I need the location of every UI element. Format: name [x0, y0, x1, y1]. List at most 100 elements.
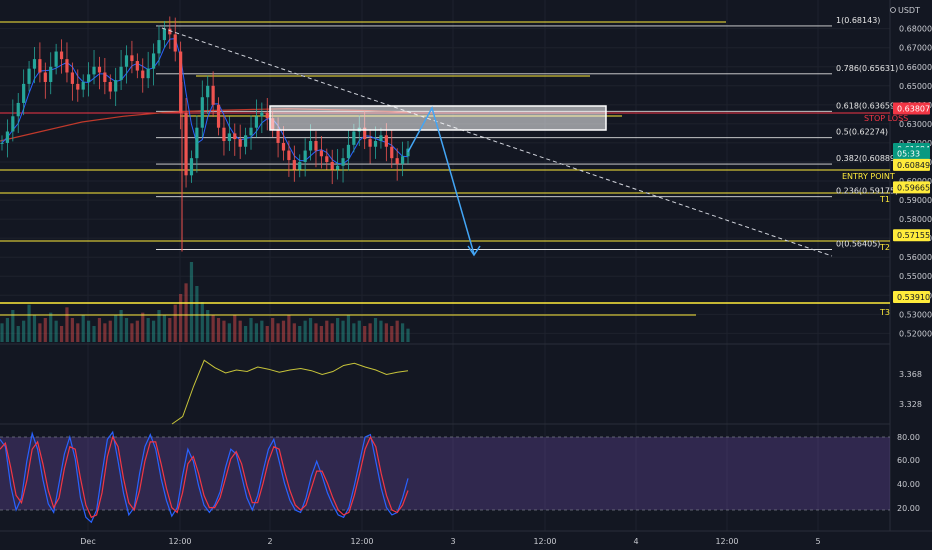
volume-bar	[54, 320, 58, 342]
volume-bar	[11, 310, 15, 342]
candle-body	[168, 28, 172, 35]
target-1-label: T1	[879, 195, 890, 204]
volume-bar	[135, 320, 139, 342]
volume-bar	[384, 323, 388, 342]
candle-body	[108, 81, 112, 92]
fib-label: 0(0.56405)	[836, 239, 880, 248]
price-tag-text: 05:33	[897, 149, 920, 158]
volume-bar	[124, 318, 129, 342]
volume-bar	[238, 320, 242, 342]
currency-label: USDT	[898, 6, 920, 15]
price-tag-text: 0.63807	[897, 105, 930, 114]
candle-body	[189, 158, 194, 176]
candle-body	[49, 66, 53, 82]
time-tick: 2	[267, 537, 272, 546]
candle-body	[238, 139, 242, 147]
target-3-label: T3	[879, 308, 890, 317]
candle-body	[400, 156, 405, 164]
candle-body	[287, 150, 291, 161]
stoch-d-line	[0, 435, 409, 519]
price-tag-text: 0.53910	[897, 293, 930, 302]
candle-body	[298, 161, 302, 170]
time-tick: 4	[633, 537, 638, 546]
volume-bar	[119, 310, 123, 342]
volume-bar	[265, 326, 269, 342]
candle-body	[330, 161, 334, 170]
volume-bar	[173, 304, 177, 342]
fib-label: 0.5(0.62274)	[836, 128, 888, 137]
volume-bar	[65, 307, 69, 342]
volume-bar	[406, 328, 410, 342]
indicator-tick: 3.368	[899, 370, 922, 379]
stoch-tick: 20.00	[897, 504, 920, 513]
candle-body	[184, 112, 188, 176]
volume-bar	[22, 320, 26, 342]
volume-bar	[157, 310, 161, 342]
candle-body	[325, 156, 329, 162]
candle-body	[5, 131, 10, 143]
candle-body	[11, 116, 15, 132]
candle-body	[206, 85, 210, 98]
volume-bar	[97, 318, 102, 342]
price-tag-text: 0.59665	[897, 183, 930, 192]
volume-bars	[0, 262, 410, 342]
candle-body	[27, 68, 31, 84]
price-tag-box	[893, 147, 930, 160]
price-tick: 0.65000	[899, 82, 932, 91]
price-tick: 0.67000	[899, 44, 932, 53]
candle-body	[179, 51, 183, 113]
time-tick: Dec	[80, 537, 95, 546]
volume-bar	[38, 323, 42, 342]
volume-bar	[87, 320, 91, 342]
candle-body	[379, 135, 383, 142]
price-tag-box	[893, 181, 930, 194]
stoch-tick: 60.00	[897, 456, 920, 465]
volume-bar	[81, 315, 85, 342]
candle-body	[119, 66, 123, 81]
price-tick: 0.58000	[899, 215, 932, 224]
volume-bar	[59, 326, 64, 342]
volume-bar	[281, 320, 286, 342]
time-tick: 12:00	[168, 537, 191, 546]
time-axis[interactable]: Dec 12:00 2 12:00 3 12:00 4 12:00 5	[80, 537, 820, 546]
volume-bar	[298, 326, 302, 342]
volume-bar	[184, 283, 188, 342]
volume-bar	[141, 312, 145, 342]
candle-body	[130, 55, 134, 62]
projection-path[interactable]	[407, 106, 475, 255]
volume-bar	[0, 323, 4, 342]
volume-bar	[244, 326, 248, 342]
volume-bar	[114, 315, 118, 342]
candle-body	[303, 150, 307, 162]
volume-bar	[151, 320, 156, 342]
volume-bar	[222, 320, 226, 342]
fib-labels: 1(0.68143) 0.786(0.65631) 0.618(0.63659) 0.…	[836, 16, 898, 249]
candle-body	[32, 59, 37, 69]
fibonacci-levels[interactable]	[156, 25, 832, 250]
candle-body	[211, 85, 215, 105]
volume-bar	[108, 320, 112, 342]
volume-bar	[233, 315, 237, 342]
fib-label: 0.236(0.59175)	[836, 187, 898, 196]
volume-bar	[363, 326, 367, 342]
volume-bar	[346, 315, 351, 342]
price-tick: 0.55000	[899, 272, 932, 281]
candle-body	[0, 142, 4, 144]
price-tick: 0.56000	[899, 253, 932, 262]
candle-body	[308, 141, 313, 151]
candle-body	[173, 34, 177, 52]
candle-body	[200, 97, 204, 128]
candle-body	[281, 142, 286, 151]
price-tag-box	[893, 102, 930, 115]
candle-body	[157, 40, 161, 54]
candle-body	[363, 127, 367, 140]
price-tag-text: 0.60849	[897, 161, 930, 170]
candle-body	[222, 127, 226, 142]
volume-bar	[341, 320, 345, 342]
fib-label: 0.786(0.65631)	[836, 64, 898, 73]
descending-trendline[interactable]	[161, 27, 833, 257]
price-tag-box	[893, 229, 930, 242]
volume-bar	[373, 318, 378, 342]
volume-bar	[5, 318, 10, 342]
